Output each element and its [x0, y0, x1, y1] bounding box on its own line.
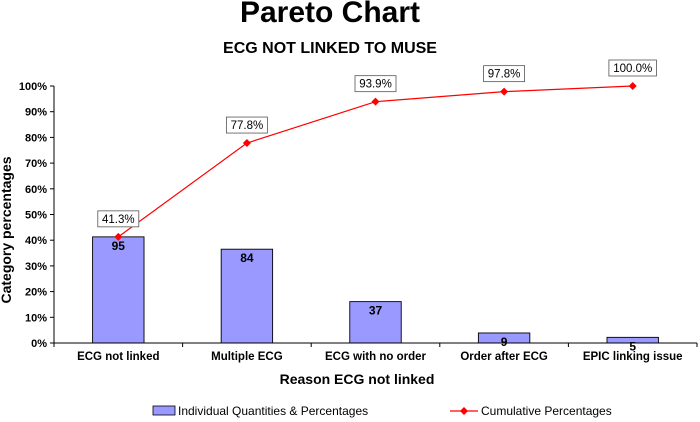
- y-tick-label: 30%: [25, 261, 47, 273]
- y-tick-label: 20%: [25, 287, 47, 299]
- y-tick-label: 40%: [25, 235, 47, 247]
- cumulative-label-box: [225, 116, 268, 134]
- y-tick-label: 70%: [25, 158, 47, 170]
- y-tick-label: 10%: [25, 312, 47, 324]
- x-tick-label: ECG with no order: [325, 351, 426, 363]
- cumulative-label: 93.9%: [359, 79, 392, 91]
- cumulative-point: [371, 97, 380, 106]
- cumulative-point: [114, 232, 123, 241]
- legend-marker-icon: [460, 407, 468, 415]
- legend: Individual Quantities & Percentages Cumu…: [152, 404, 612, 418]
- cumulative-label: 77.8%: [231, 120, 264, 132]
- y-tick-label: 50%: [25, 210, 47, 222]
- x-tick-label: Order after ECG: [460, 351, 548, 363]
- legend-line-label: Cumulative Percentages: [481, 404, 612, 418]
- cumulative-point: [242, 139, 251, 148]
- bar-value-label: 37: [369, 304, 383, 318]
- x-tick-label: EPIC linking issue: [583, 351, 683, 363]
- bar: [349, 301, 402, 344]
- plot-area: 0%10%20%30%40%50%60%70%80%90%100%9584379…: [19, 59, 698, 363]
- x-axis-label: Reason ECG not linked: [280, 371, 435, 387]
- chart-title: Pareto Chart: [240, 0, 420, 29]
- x-tick-label: Multiple ECG: [211, 351, 283, 363]
- cumulative-label-box: [97, 210, 140, 228]
- y-tick-label: 0%: [31, 338, 47, 350]
- y-tick-label: 100%: [19, 81, 47, 93]
- bar-value-label: 5: [629, 339, 636, 353]
- cumulative-label-box: [608, 59, 657, 77]
- legend-bar-label: Individual Quantities & Percentages: [178, 404, 368, 418]
- y-tick-label: 90%: [25, 107, 47, 119]
- y-axis-label: Category percentages: [0, 156, 14, 303]
- x-tick-label: ECG not linked: [77, 351, 159, 363]
- cumulative-label: 41.3%: [102, 214, 135, 226]
- cumulative-point: [500, 87, 509, 96]
- bar: [92, 236, 145, 344]
- bar-value-label: 95: [112, 239, 126, 253]
- bar: [220, 248, 274, 344]
- cumulative-line: [117, 85, 633, 238]
- y-tick-label: 60%: [25, 184, 47, 196]
- cumulative-label-box: [354, 75, 397, 93]
- y-tick-label: 80%: [25, 132, 47, 144]
- cumulative-label: 97.8%: [488, 69, 521, 81]
- cumulative-point: [628, 82, 637, 90]
- bar-value-label: 84: [240, 251, 254, 265]
- bar-value-label: 9: [501, 335, 508, 349]
- legend-bar-swatch: [152, 405, 176, 416]
- cumulative-label-box: [483, 65, 526, 83]
- chart-subtitle: ECG NOT LINKED TO MUSE: [223, 40, 437, 57]
- cumulative-label: 100.0%: [613, 63, 652, 75]
